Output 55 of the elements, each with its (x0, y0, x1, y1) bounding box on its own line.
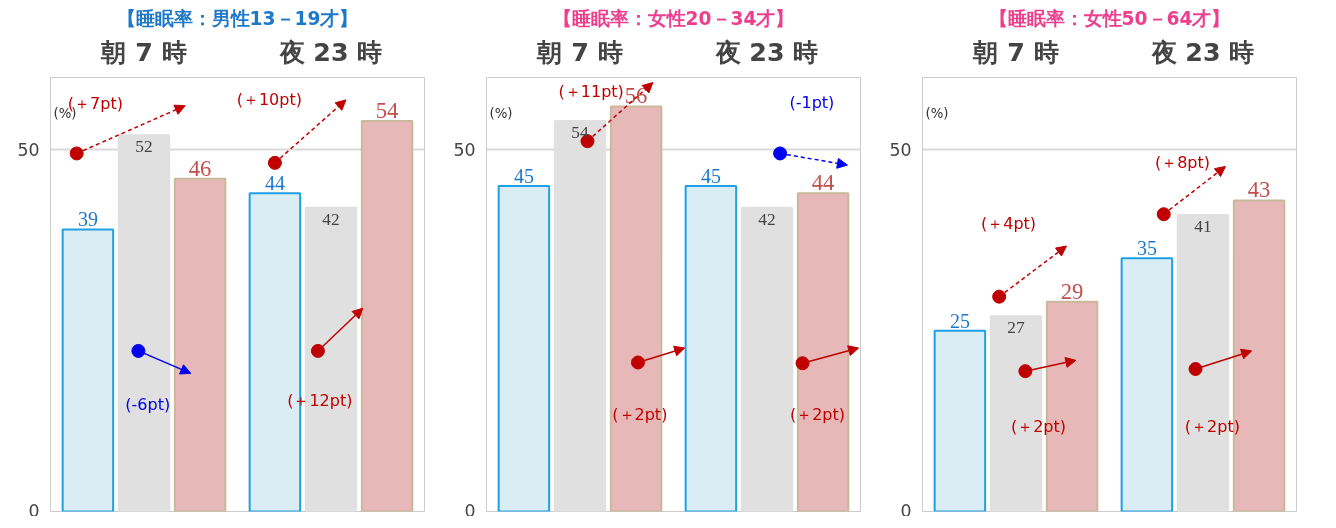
bar (684, 185, 738, 512)
chart-title: 【睡眠率：女性20－34才】 (552, 7, 795, 29)
data-label: 42 (758, 209, 776, 229)
x-tick-label: 朝 7 時 (536, 36, 623, 67)
data-label: 41 (1194, 216, 1212, 236)
annotation: (＋2pt) (1184, 416, 1240, 436)
bar (796, 192, 850, 512)
annotation: (＋8pt) (1154, 153, 1210, 173)
annotation: (＋4pt) (980, 214, 1037, 234)
data-label: 45 (513, 165, 534, 187)
data-label: 42 (322, 209, 340, 229)
data-label: 39 (77, 208, 98, 231)
y-tick-label: 0 (464, 500, 476, 521)
bar (933, 329, 987, 512)
data-label: 54 (375, 97, 399, 123)
data-label: 56 (624, 83, 648, 109)
data-label: 52 (135, 137, 153, 157)
data-label: 44 (264, 172, 285, 195)
annotation: (＋2pt) (789, 405, 846, 425)
data-label: 45 (700, 165, 721, 187)
bar (173, 177, 227, 512)
data-label: 27 (1007, 318, 1025, 338)
bar (1120, 257, 1174, 512)
y-axis-title: (%) (925, 105, 949, 121)
x-tick-label: 朝 7 時 (100, 36, 187, 67)
annotation: (-6pt) (125, 394, 171, 414)
y-tick-label: 0 (900, 500, 912, 521)
y-tick-label: 50 (453, 140, 476, 161)
annotation: (＋2pt) (1010, 416, 1066, 436)
x-tick-label: 夜 23 時 (1150, 36, 1255, 67)
data-label: 54 (571, 122, 589, 142)
data-label: 44 (811, 170, 835, 196)
x-tick-label: 夜 23 時 (714, 36, 819, 67)
data-label: 43 (1247, 177, 1271, 203)
x-tick-label: 朝 7 時 (972, 36, 1059, 67)
annotation: (＋11pt) (558, 82, 624, 102)
bar (304, 206, 358, 512)
y-tick-label: 0 (28, 500, 40, 521)
data-label: 35 (1136, 237, 1157, 260)
bar (61, 228, 115, 512)
y-axis-title: (%) (489, 105, 513, 121)
data-label: 29 (1060, 278, 1084, 304)
chart-title: 【睡眠率：女性50－64才】 (988, 7, 1231, 29)
annotation: (-1pt) (789, 92, 835, 112)
bar (497, 185, 551, 512)
data-label: 25 (949, 309, 970, 332)
chart-title: 【睡眠率：男性13－19才】 (116, 7, 359, 29)
x-tick-label: 夜 23 時 (278, 36, 383, 67)
bar (360, 119, 414, 512)
data-label: 46 (188, 155, 212, 181)
bar (740, 206, 794, 512)
annotation: (＋2pt) (612, 405, 668, 425)
y-tick-label: 50 (889, 140, 912, 161)
annotation: (＋10pt) (236, 90, 302, 110)
y-tick-label: 50 (17, 140, 40, 161)
